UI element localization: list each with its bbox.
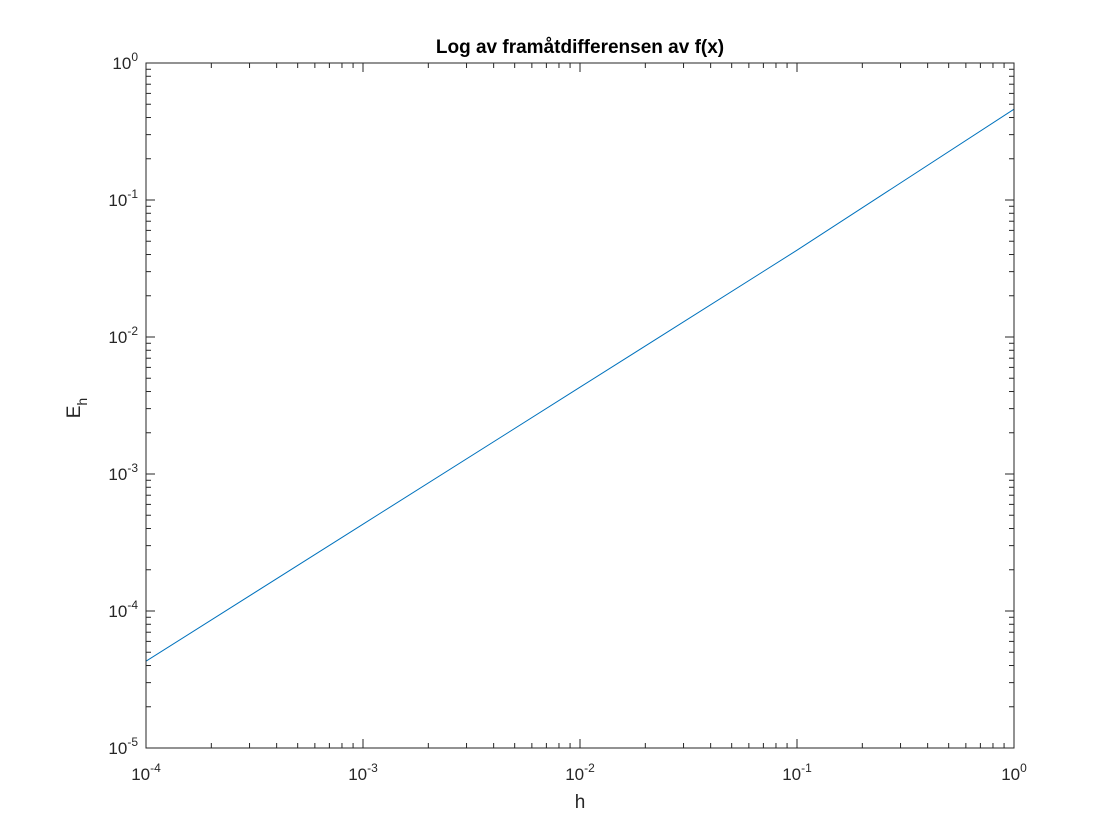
x-tick-label-exponent: -3 [367, 761, 378, 775]
x-tick-label: 10-4 [131, 761, 161, 784]
y-tick-label-base: 10 [108, 602, 127, 621]
y-tick-label-exponent: -5 [127, 735, 138, 749]
y-tick-label: 100 [112, 50, 138, 73]
y-tick-label: 10-2 [108, 324, 138, 347]
x-tick-label-base: 10 [131, 765, 150, 784]
y-tick-label-exponent: -2 [127, 324, 138, 338]
y-tick-label: 10-1 [108, 187, 138, 210]
x-tick-label-base: 10 [782, 765, 801, 784]
y-axis-label: Eh [64, 398, 90, 418]
y-tick-label-base: 10 [108, 465, 127, 484]
x-tick-label: 10-1 [782, 761, 812, 784]
x-tick-label-exponent: -1 [801, 761, 812, 775]
y-tick-label-exponent: 0 [131, 50, 138, 64]
y-tick-label-base: 10 [112, 54, 131, 73]
y-tick-label-exponent: -1 [127, 187, 138, 201]
plot-background [146, 63, 1014, 748]
x-tick-label: 100 [1001, 761, 1027, 784]
y-tick-label: 10-4 [108, 598, 138, 621]
y-tick-label: 10-3 [108, 461, 138, 484]
y-tick-label: 10-5 [108, 735, 138, 758]
x-tick-label-base: 10 [1001, 765, 1020, 784]
y-axis-label-base: E [64, 406, 85, 419]
y-axis-label-subscript: h [74, 398, 90, 406]
x-tick-label-exponent: -4 [150, 761, 161, 775]
x-tick-label-base: 10 [565, 765, 584, 784]
x-tick-label-exponent: -2 [584, 761, 595, 775]
minor-ticks [146, 63, 1014, 748]
x-axis-label: h [575, 792, 586, 813]
y-tick-label-base: 10 [108, 739, 127, 758]
y-tick-label-base: 10 [108, 191, 127, 210]
x-tick-label-base: 10 [348, 765, 367, 784]
x-tick-label-exponent: 0 [1020, 761, 1027, 775]
y-tick-label-exponent: -3 [127, 461, 138, 475]
y-tick-label-exponent: -4 [127, 598, 138, 612]
x-tick-labels: 10-4 10-3 10-2 10-1 100 [131, 761, 1027, 784]
x-tick-label: 10-3 [348, 761, 378, 784]
x-tick-label: 10-2 [565, 761, 595, 784]
series-layer [145, 108, 1015, 662]
series-line-1 [145, 108, 1015, 662]
plot-frame [145, 62, 1015, 749]
chart-title: Log av framåtdifferensen av f(x) [436, 37, 724, 58]
y-tick-label-base: 10 [108, 328, 127, 347]
